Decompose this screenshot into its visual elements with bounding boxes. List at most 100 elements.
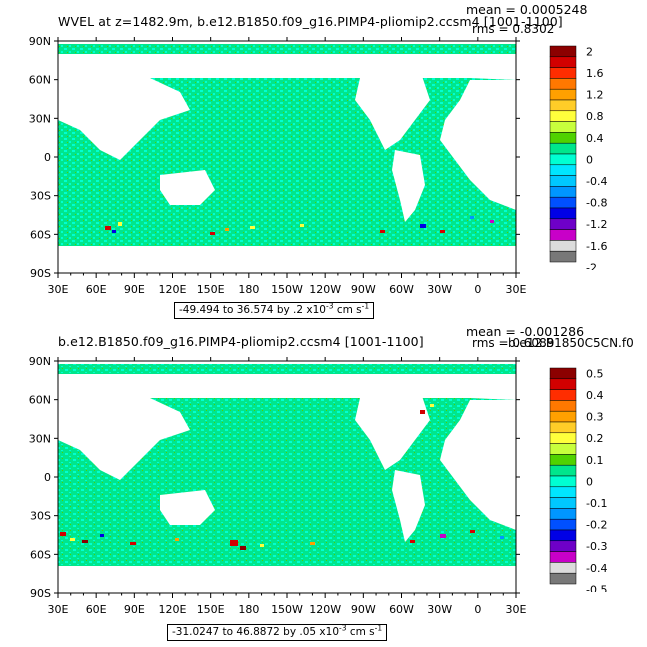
top-colorbar-label: 0 <box>586 153 593 166</box>
top-colorbar-box <box>549 250 577 263</box>
top-colorbar-label: -0.4 <box>586 175 607 188</box>
bottom-rms-value: rms = 0.6089 <box>472 336 555 350</box>
bottom-australia-land <box>160 490 215 525</box>
bottom-lon-label: 30W <box>427 603 452 616</box>
bottom-plot-title: b.e12.B1850.f09_g16.PIMP4-pliomip2.ccsm4… <box>58 334 424 349</box>
top-lat-label: 30N <box>29 112 51 125</box>
top-colorbar-box <box>549 56 577 68</box>
top-colorbar-box <box>549 45 577 58</box>
bottom-lat-label: 60S <box>30 548 51 561</box>
top-colorbar-box <box>549 78 577 90</box>
top-lat-label: 90S <box>30 267 51 280</box>
top-colorbar-label: -1.6 <box>586 240 607 253</box>
bottom-southern-ocean-noise <box>60 404 504 550</box>
bottom-lon-label: 30E <box>506 603 527 616</box>
top-asia-land <box>58 78 190 160</box>
bottom-colorbar-box <box>549 367 577 380</box>
top-lon-label: 90W <box>351 283 376 296</box>
bottom-colorbar-box <box>549 572 577 585</box>
bottom-lat-label: 90S <box>30 587 51 600</box>
bottom-colorbar-label: -0.3 <box>586 540 607 553</box>
top-south-america-land <box>392 150 425 222</box>
top-colorbar-box <box>549 207 577 220</box>
top-colorbar-box <box>549 196 577 209</box>
bottom-colorbar-label: 0.1 <box>586 454 604 467</box>
top-lon-label: 30W <box>427 283 452 296</box>
top-lon-label: 150E <box>197 283 225 296</box>
bottom-lon-label: 60E <box>86 603 107 616</box>
top-colorbar-box <box>549 229 577 241</box>
top-arctic-strip <box>58 44 516 54</box>
top-colorbar-label: -1.2 <box>586 218 607 231</box>
bottom-lat-label: 30N <box>29 432 51 445</box>
top-colorbar-box <box>549 240 577 252</box>
top-rms-value: rms = 0.8302 <box>472 22 555 36</box>
top-lon-label: 150W <box>271 283 303 296</box>
top-southern-ocean-noise <box>105 216 494 235</box>
bottom-colorbar-label: 0 <box>586 475 593 488</box>
bottom-map-panel: b.e12.B1850.f09_g16.PIMP4-pliomip2.ccsm4… <box>0 320 647 647</box>
top-colorbar-box <box>549 99 577 112</box>
bottom-overlap-title: b.e12.B1850C5CN.f0 <box>508 336 634 350</box>
top-colorbar-box <box>549 110 577 122</box>
top-lon-label: 90E <box>124 283 145 296</box>
bottom-colorbar-box <box>549 518 577 531</box>
bottom-colorbar-box <box>549 540 577 552</box>
top-lon-label: 0 <box>474 283 481 296</box>
bottom-asia-land <box>58 398 190 480</box>
bottom-contour-range-text: -31.0247 to 46.8872 by .05 x10 <box>172 626 340 638</box>
bottom-colorbar-label: 0.5 <box>586 367 604 380</box>
bottom-colorbar-label: -0.5 <box>586 583 607 592</box>
bottom-antarctica-land <box>58 568 516 593</box>
top-colorbar-box <box>549 175 577 187</box>
top-colorbar-label: -0.8 <box>586 197 607 210</box>
top-colorbar-label: 2 <box>586 45 593 58</box>
top-antarctica-land <box>58 246 516 273</box>
bottom-south-america-land <box>392 470 425 542</box>
bottom-colorbar-label: -0.4 <box>586 562 607 575</box>
bottom-northern-land <box>58 374 516 400</box>
bottom-lon-label: 120W <box>309 603 341 616</box>
bottom-lon-label: 120E <box>159 603 187 616</box>
bottom-colorbar-box <box>549 443 577 455</box>
bottom-mean-value: mean = -0.001286 <box>466 324 585 339</box>
bottom-lat-label: 30S <box>30 510 51 523</box>
bottom-colorbar-box <box>549 410 577 423</box>
top-lat-label: 0 <box>44 151 51 164</box>
bottom-contour-unit: cm s <box>349 626 375 638</box>
top-colorbar-box <box>549 88 577 101</box>
bottom-colorbar-label: 0.4 <box>586 389 604 402</box>
bottom-africa-land <box>440 400 516 530</box>
top-colorbar-box <box>549 132 577 144</box>
top-lon-label: 120W <box>309 283 341 296</box>
bottom-colorbar-box <box>549 497 577 509</box>
bottom-lon-label: 90E <box>124 603 145 616</box>
top-colorbar-box <box>549 121 577 133</box>
top-contour-unit: cm s <box>336 304 362 316</box>
top-map-panel: WVEL at z=1482.9m, b.e12.B1850.f09_g16.P… <box>0 0 647 320</box>
top-northern-land <box>58 54 516 80</box>
top-colorbar-label: 1.6 <box>586 67 604 80</box>
bottom-colorbar-box <box>549 389 577 401</box>
bottom-colorbar-label: -0.2 <box>586 519 607 532</box>
top-lat-label: 30S <box>30 190 51 203</box>
top-mean-value: mean = 0.0005248 <box>466 2 588 17</box>
bottom-colorbar-box <box>549 378 577 390</box>
top-north-america-land <box>355 70 430 150</box>
bottom-lon-label: 60W <box>389 603 414 616</box>
top-colorbar-box <box>549 218 577 230</box>
top-lon-label: 30E <box>506 283 527 296</box>
top-lat-label: 60S <box>30 228 51 241</box>
bottom-colorbar-box <box>549 551 577 563</box>
top-lat-label: 90N <box>29 35 51 48</box>
top-colorbar-label: 0.4 <box>586 132 604 145</box>
top-plot-title: WVEL at z=1482.9m, b.e12.B1850.f09_g16.P… <box>58 14 563 29</box>
top-africa-land <box>440 80 516 210</box>
bottom-colorbar-box <box>549 508 577 520</box>
bottom-lon-label: 0 <box>474 603 481 616</box>
top-contour-range-text: -49.494 to 36.574 by .2 x10 <box>179 304 326 316</box>
bottom-colorbar-box <box>549 421 577 434</box>
bottom-colorbar-box <box>549 529 577 542</box>
top-colorbar-box <box>549 142 577 155</box>
bottom-colorbar-box <box>549 454 577 466</box>
